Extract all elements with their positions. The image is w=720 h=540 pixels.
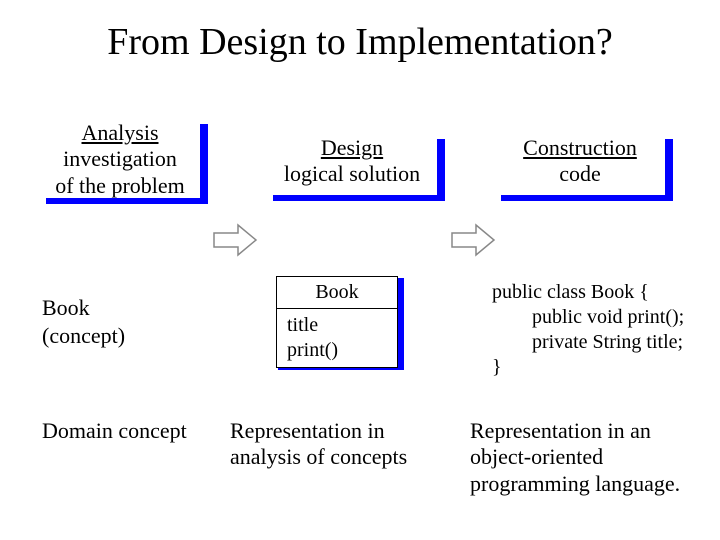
uml-attr: title <box>287 313 387 338</box>
phase-analysis: Analysis investigation of the problem <box>40 120 200 198</box>
caption-oo-rep-l3: programming language. <box>470 471 680 497</box>
code-block: public class Book { public void print();… <box>492 280 684 380</box>
uml-class-box: Book title print() <box>276 276 398 368</box>
caption-analysis-rep: Representation in analysis of concepts <box>230 418 407 471</box>
caption-analysis-rep-l2: analysis of concepts <box>230 444 407 470</box>
arrow-right-icon <box>450 222 496 258</box>
book-concept-line1: Book <box>42 294 125 322</box>
caption-analysis-rep-l1: Representation in <box>230 418 407 444</box>
book-concept-line2: (concept) <box>42 322 125 350</box>
phase-analysis-sub1: investigation <box>40 146 200 172</box>
phase-construction-sub1: code <box>495 161 665 187</box>
uml-op: print() <box>287 338 387 363</box>
uml-class-body: title print() <box>277 309 397 367</box>
slide-title: From Design to Implementation? <box>0 20 720 64</box>
phase-design: Design logical solution <box>267 135 437 195</box>
phase-design-heading: Design <box>267 135 437 161</box>
arrow-right-icon <box>212 222 258 258</box>
caption-oo-rep-l1: Representation in an <box>470 418 680 444</box>
phase-analysis-sub2: of the problem <box>40 173 200 199</box>
phase-analysis-heading: Analysis <box>40 120 200 146</box>
phase-design-sub1: logical solution <box>267 161 437 187</box>
caption-oo-rep: Representation in an object-oriented pro… <box>470 418 680 497</box>
book-concept-label: Book (concept) <box>42 294 125 349</box>
uml-class-name: Book <box>277 277 397 309</box>
phase-construction: Construction code <box>495 135 665 195</box>
caption-oo-rep-l2: object-oriented <box>470 444 680 470</box>
phase-construction-heading: Construction <box>495 135 665 161</box>
caption-domain-concept: Domain concept <box>42 418 187 444</box>
